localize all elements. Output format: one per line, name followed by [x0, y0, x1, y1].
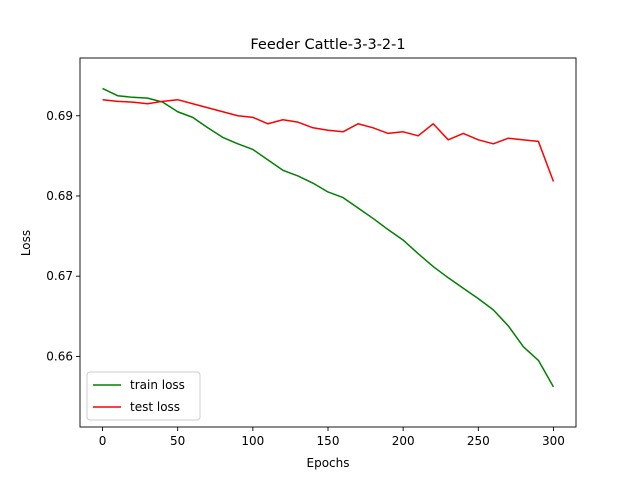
ticks-layer: 0 50 100 150 200 250 300 0.66 0.67 0.68 0.69: [46, 109, 565, 448]
legend-label-train: train loss: [130, 378, 185, 392]
x-tick-label: 50: [170, 434, 185, 448]
x-tick-label: 150: [317, 434, 340, 448]
series-layer: [102, 87, 555, 388]
series-line-train-loss: [102, 87, 555, 388]
y-axis-label: Loss: [19, 230, 33, 256]
x-tick-label: 250: [467, 434, 490, 448]
y-tick-label: 0.69: [46, 109, 73, 123]
series-line-test-loss: [102, 98, 555, 182]
x-axis-label: Epochs: [307, 456, 350, 470]
x-tick-label: 0: [99, 434, 107, 448]
x-tick-label: 200: [392, 434, 415, 448]
legend: train loss test loss: [86, 371, 201, 421]
x-tick-label: 300: [542, 434, 565, 448]
y-tick-label: 0.68: [46, 189, 73, 203]
legend-box: [86, 371, 201, 421]
chart-title: Feeder Cattle-3-3-2-1: [250, 37, 405, 53]
y-tick-label: 0.67: [46, 269, 73, 283]
x-tick-label: 100: [241, 434, 264, 448]
y-tick-label: 0.66: [46, 349, 73, 363]
legend-label-test: test loss: [130, 400, 180, 414]
